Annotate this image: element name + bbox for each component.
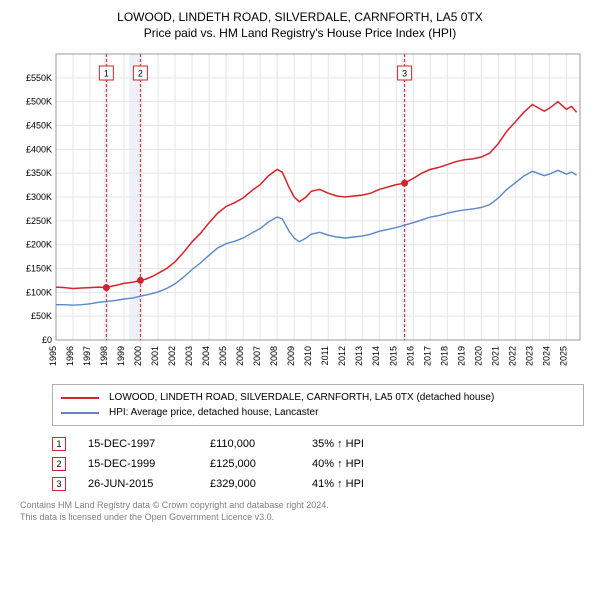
legend-swatch	[61, 412, 99, 414]
svg-text:2007: 2007	[252, 346, 262, 366]
sale-date: 15-DEC-1997	[88, 438, 188, 450]
svg-text:2015: 2015	[388, 346, 398, 366]
svg-text:2004: 2004	[201, 346, 211, 366]
sale-delta: 40% ↑ HPI	[312, 458, 412, 470]
svg-text:£550K: £550K	[26, 73, 52, 83]
svg-text:1998: 1998	[99, 346, 109, 366]
svg-text:£400K: £400K	[26, 144, 52, 154]
svg-text:1: 1	[104, 69, 109, 79]
svg-text:2024: 2024	[541, 346, 551, 366]
sale-delta: 35% ↑ HPI	[312, 438, 412, 450]
svg-text:2016: 2016	[405, 346, 415, 366]
sale-index-badge: 1	[52, 437, 66, 451]
footer-attribution: Contains HM Land Registry data © Crown c…	[20, 500, 584, 523]
legend: LOWOOD, LINDETH ROAD, SILVERDALE, CARNFO…	[52, 384, 584, 426]
chart-area: £0 £50K £100K £150K £200K £250K £300K £350K £400…	[10, 46, 590, 376]
svg-text:2020: 2020	[473, 346, 483, 366]
svg-text:£150K: £150K	[26, 264, 52, 274]
svg-text:£300K: £300K	[26, 192, 52, 202]
svg-text:2006: 2006	[235, 346, 245, 366]
svg-text:1999: 1999	[116, 346, 126, 366]
sale-index-badge: 2	[52, 457, 66, 471]
svg-text:1996: 1996	[65, 346, 75, 366]
svg-text:£500K: £500K	[26, 97, 52, 107]
svg-text:2000: 2000	[133, 346, 143, 366]
svg-text:£250K: £250K	[26, 216, 52, 226]
svg-text:2018: 2018	[439, 346, 449, 366]
legend-label: HPI: Average price, detached house, Lanc…	[109, 405, 318, 420]
sale-delta: 41% ↑ HPI	[312, 478, 412, 490]
sales-list: 1 15-DEC-1997 £110,000 35% ↑ HPI 2 15-DE…	[52, 434, 584, 494]
sale-price: £329,000	[210, 478, 290, 490]
svg-text:2011: 2011	[320, 346, 330, 365]
legend-swatch	[61, 397, 99, 399]
svg-text:2002: 2002	[167, 346, 177, 366]
title-subtitle: Price paid vs. HM Land Registry's House …	[10, 26, 590, 40]
sale-row: 1 15-DEC-1997 £110,000 35% ↑ HPI	[52, 434, 584, 454]
sale-row: 3 26-JUN-2015 £329,000 41% ↑ HPI	[52, 474, 584, 494]
svg-text:2005: 2005	[218, 346, 228, 366]
svg-text:2025: 2025	[558, 346, 568, 366]
svg-text:1997: 1997	[82, 346, 92, 366]
svg-text:2013: 2013	[354, 346, 364, 366]
svg-text:£200K: £200K	[26, 240, 52, 250]
svg-text:3: 3	[402, 69, 407, 79]
svg-text:2023: 2023	[524, 346, 534, 366]
sale-date: 26-JUN-2015	[88, 478, 188, 490]
svg-text:2003: 2003	[184, 346, 194, 366]
svg-text:2008: 2008	[269, 346, 279, 366]
sale-row: 2 15-DEC-1999 £125,000 40% ↑ HPI	[52, 454, 584, 474]
price-chart: £0 £50K £100K £150K £200K £250K £300K £350K £400…	[10, 46, 590, 376]
svg-text:2022: 2022	[507, 346, 517, 366]
svg-text:2017: 2017	[422, 346, 432, 366]
sale-date: 15-DEC-1999	[88, 458, 188, 470]
svg-text:2001: 2001	[150, 346, 160, 366]
svg-text:2: 2	[138, 69, 143, 79]
sale-price: £110,000	[210, 438, 290, 450]
footer-line: This data is licensed under the Open Gov…	[20, 512, 584, 524]
svg-text:2012: 2012	[337, 346, 347, 366]
svg-text:£450K: £450K	[26, 121, 52, 131]
svg-text:1995: 1995	[48, 346, 58, 366]
title-address: LOWOOD, LINDETH ROAD, SILVERDALE, CARNFO…	[10, 10, 590, 24]
svg-text:£50K: £50K	[31, 311, 52, 321]
svg-text:£0: £0	[42, 335, 52, 345]
chart-titles: LOWOOD, LINDETH ROAD, SILVERDALE, CARNFO…	[10, 10, 590, 40]
legend-label: LOWOOD, LINDETH ROAD, SILVERDALE, CARNFO…	[109, 390, 494, 405]
svg-text:£350K: £350K	[26, 168, 52, 178]
sale-price: £125,000	[210, 458, 290, 470]
svg-text:2009: 2009	[286, 346, 296, 366]
legend-item: LOWOOD, LINDETH ROAD, SILVERDALE, CARNFO…	[61, 390, 575, 405]
page-root: LOWOOD, LINDETH ROAD, SILVERDALE, CARNFO…	[0, 0, 600, 531]
legend-item: HPI: Average price, detached house, Lanc…	[61, 405, 575, 420]
svg-text:2010: 2010	[303, 346, 313, 366]
sale-index-badge: 3	[52, 477, 66, 491]
svg-text:£100K: £100K	[26, 287, 52, 297]
footer-line: Contains HM Land Registry data © Crown c…	[20, 500, 584, 512]
svg-text:2019: 2019	[456, 346, 466, 366]
svg-text:2014: 2014	[371, 346, 381, 366]
svg-text:2021: 2021	[490, 346, 500, 366]
